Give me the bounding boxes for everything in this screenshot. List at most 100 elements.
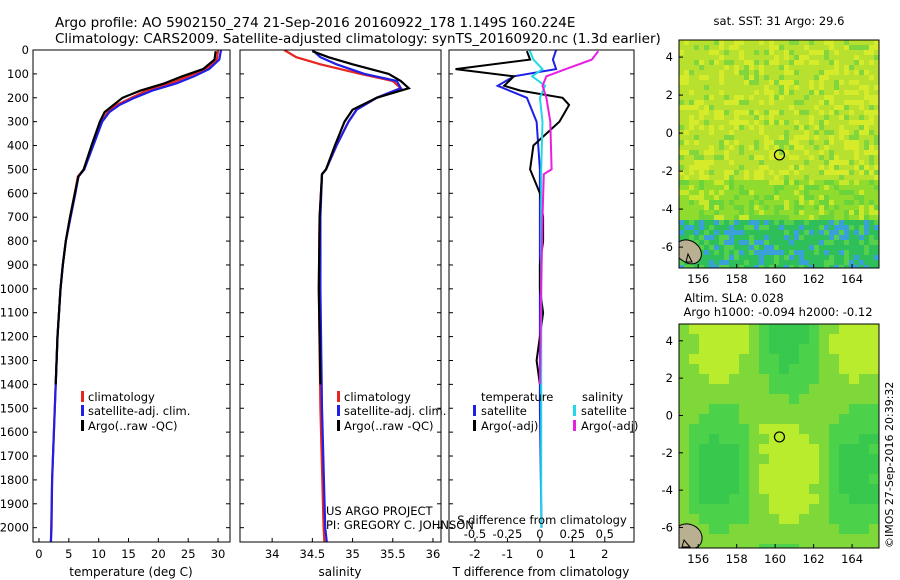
map-cell <box>799 105 804 110</box>
map-cell <box>719 155 724 160</box>
map-cell <box>814 40 819 45</box>
map-cell <box>694 235 699 240</box>
map-cell <box>794 220 799 225</box>
map-cell <box>764 265 769 268</box>
map-cell <box>769 210 774 215</box>
map-cell <box>804 150 809 155</box>
map-cell <box>779 384 789 394</box>
map-cell <box>799 394 809 404</box>
map-cell <box>769 240 774 245</box>
map-cell <box>844 230 849 235</box>
map-cell <box>719 140 724 145</box>
map-cell <box>789 265 794 268</box>
map-cell <box>754 175 759 180</box>
map-cell <box>774 230 779 235</box>
map-cell <box>689 165 694 170</box>
map-cell <box>769 260 774 265</box>
map-cell <box>729 145 734 150</box>
map-cell <box>759 384 769 394</box>
map-cell <box>749 150 754 155</box>
map-cell <box>814 60 819 65</box>
map-cell <box>809 404 819 414</box>
map-cell <box>684 55 689 60</box>
map-cell <box>794 250 799 255</box>
map-cell <box>754 110 759 115</box>
map-cell <box>714 195 719 200</box>
map-cell <box>794 95 799 100</box>
map-cell <box>739 135 744 140</box>
map-cell <box>854 260 859 265</box>
map-cell <box>864 235 869 240</box>
map-cell <box>789 130 794 135</box>
map-cell <box>774 45 779 50</box>
map-cell <box>689 494 699 504</box>
map-cell <box>694 230 699 235</box>
map-cell <box>869 240 874 245</box>
map-cell <box>824 165 829 170</box>
map-cell <box>739 374 749 384</box>
map-cell <box>809 75 814 80</box>
depth-tick-label: 0 <box>22 43 29 57</box>
map-cell <box>809 324 819 334</box>
map-cell <box>824 235 829 240</box>
map-cell <box>769 474 779 484</box>
map-cell <box>779 60 784 65</box>
map-cell <box>729 444 739 454</box>
map-cell <box>864 80 869 85</box>
map-cell <box>724 80 729 85</box>
map-cell <box>684 115 689 120</box>
map-cell <box>869 70 874 75</box>
map-cell <box>679 170 684 175</box>
map-cell <box>699 344 709 354</box>
map-cell <box>834 50 839 55</box>
map-cell <box>864 220 869 225</box>
map-cell <box>694 135 699 140</box>
map-cell <box>789 434 799 444</box>
map-cell <box>809 464 819 474</box>
map-cell <box>799 90 804 95</box>
map-cell <box>839 150 844 155</box>
difference-xlabel: T difference from climatology <box>452 565 630 579</box>
map-cell <box>859 324 869 334</box>
map-cell <box>734 45 739 50</box>
map-cell <box>819 504 829 514</box>
map-cell <box>829 464 839 474</box>
map-cell <box>739 100 744 105</box>
map-cell <box>819 354 829 364</box>
map-cell <box>724 245 729 250</box>
map-cell <box>759 255 764 260</box>
map-cell <box>809 524 819 534</box>
map-cell <box>739 424 749 434</box>
map-cell <box>859 130 864 135</box>
map-cell <box>804 65 809 70</box>
map-cell <box>769 324 779 334</box>
map-cell <box>679 424 689 434</box>
map-cell <box>769 85 774 90</box>
map-cell <box>804 180 809 185</box>
map-cell <box>809 265 814 268</box>
map-cell <box>809 250 814 255</box>
map-cell <box>754 80 759 85</box>
map-cell <box>764 170 769 175</box>
map-cell <box>859 215 864 220</box>
map-cell <box>869 210 874 215</box>
map-cell <box>819 80 824 85</box>
difference-x2label: S difference from climatology <box>457 513 627 527</box>
map-cell <box>709 105 714 110</box>
map-cell <box>844 165 849 170</box>
map-cell <box>769 140 774 145</box>
map-cell <box>739 464 749 474</box>
map-cell <box>839 55 844 60</box>
map-cell <box>874 115 879 120</box>
map-cell <box>749 40 754 45</box>
map-cell <box>704 125 709 130</box>
map-cell <box>839 210 844 215</box>
map-cell <box>844 155 849 160</box>
map-cell <box>854 90 859 95</box>
map-cell <box>839 215 844 220</box>
map-cell <box>844 160 849 165</box>
map-cell <box>714 95 719 100</box>
map-cell <box>759 40 764 45</box>
map-cell <box>804 80 809 85</box>
map-cell <box>719 544 729 548</box>
